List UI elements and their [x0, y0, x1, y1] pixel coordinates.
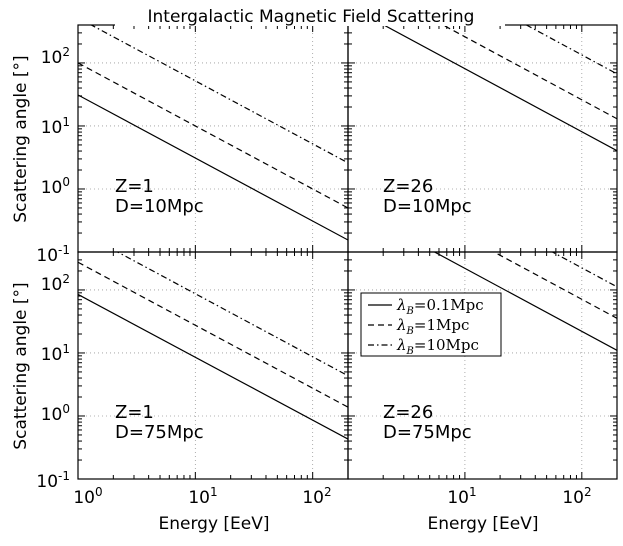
y-tick-bottom-0.1: 10-1 — [36, 469, 70, 492]
y-tick-top-100: 102 — [41, 45, 70, 68]
x-axis-label-right: Energy [EeV] — [427, 514, 538, 534]
legend-entry-0: λB=0.1Mpc — [396, 296, 484, 317]
panel-tr-z-label: Z=26 — [383, 176, 433, 197]
chart-title: Intergalactic Magnetic Field Scattering — [148, 7, 475, 27]
series-line-dashed — [78, 261, 348, 408]
x-axis-label-left: Energy [EeV] — [158, 514, 269, 534]
series-lines — [78, 25, 617, 440]
x-tick-right-100: 102 — [562, 485, 591, 508]
panel-frame — [77, 251, 349, 480]
y-tick-top-0.1: 10-1 — [36, 243, 70, 266]
y-tick-bottom-10: 101 — [41, 342, 70, 365]
panel-br-d-label: D=75Mpc — [383, 422, 472, 443]
panel-bl-d-label: D=75Mpc — [115, 422, 204, 443]
panel-br-z-label: Z=26 — [383, 402, 433, 423]
series-line-solid — [382, 25, 617, 152]
y-tick-bottom-100: 102 — [41, 272, 70, 295]
panel-tl-d-label: D=10Mpc — [115, 196, 204, 217]
panel-bl-z-label: Z=1 — [115, 402, 154, 423]
y-axis-label-bottom: Scattering angle [°] — [11, 282, 31, 449]
y-tick-top-10: 101 — [41, 115, 70, 138]
x-tick-right-10: 101 — [447, 485, 476, 508]
legend-entry-2: λB=10Mpc — [396, 336, 479, 357]
y-axis-label-top: Scattering angle [°] — [11, 55, 31, 222]
legend-entry-1: λB=1Mpc — [396, 316, 469, 337]
series-line-solid — [78, 293, 348, 440]
series-line-dashdot — [90, 25, 348, 164]
panel-frame — [347, 251, 618, 480]
panel-frame — [347, 24, 618, 253]
x-tick-left-1: 100 — [73, 485, 102, 508]
panel-tl-z-label: Z=1 — [115, 176, 154, 197]
x-tick-left-100: 102 — [302, 485, 331, 508]
title-backdrop — [115, 6, 505, 26]
x-tick-left-10: 101 — [188, 485, 217, 508]
legend: λB=0.1Mpc λB=1Mpc λB=10Mpc — [360, 292, 502, 357]
series-line-dashed — [441, 25, 617, 120]
series-line-dashed — [78, 62, 348, 209]
series-line-dashdot — [116, 252, 348, 377]
panel-tr-d-label: D=10Mpc — [383, 196, 472, 217]
series-line-solid — [433, 252, 617, 351]
y-tick-bottom-1: 100 — [41, 402, 70, 425]
series-line-dashed — [492, 252, 617, 319]
series-line-solid — [78, 94, 348, 241]
y-tick-top-1: 100 — [41, 175, 70, 198]
